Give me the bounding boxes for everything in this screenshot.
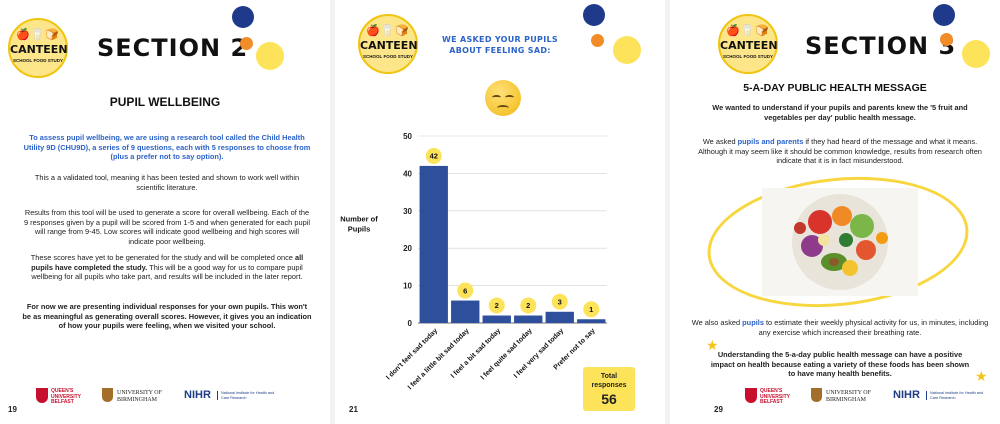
decor-dot-yellow [613,36,641,64]
logo-title: CANTEEN [360,39,418,52]
logo-subtitle: SCHOOL FOOD STUDY [723,54,773,59]
bar [577,319,606,323]
bar [451,300,480,323]
asked-highlight: pupils and parents [737,137,804,146]
y-tick-label: 10 [403,282,412,291]
logo-subtitle: SCHOOL FOOD STUDY [13,58,63,63]
nihr-subtext: National Institute for Health and Care R… [217,391,276,400]
data-label: 2 [495,301,499,310]
food-icons: 🍎🥛🍞 [15,29,61,41]
decor-dot-navy [583,4,605,26]
total-value: 56 [601,391,617,407]
decor-dot-orange [240,37,253,50]
total-label: Total responses [591,373,627,389]
results-paragraph: Results from this tool will be used to g… [24,208,310,246]
feeling-sad-bar-chart: 0 10 20 30 40 50 Number of Pupils 42 I don't feel… [340,132,607,391]
food-icons: 🍎🥛🍞 [725,25,771,37]
canteen-logo: 🍎🥛🍞 CANTEEN SCHOOL FOOD STUDY [718,14,778,74]
data-label-bubble [520,297,537,314]
logo-subtitle: SCHOOL FOOD STUDY [363,54,413,59]
bar [545,311,574,323]
activity-text-c: to estimate their weekly physical activi… [758,318,989,337]
data-label: 6 [463,286,467,295]
activity-paragraph: We also asked pupils to estimate their w… [690,318,990,337]
data-label: 1 [589,305,593,314]
logo-footer: QUEEN'S UNIVERSITY BELFAST UNIVERSITY OF… [745,388,995,408]
data-label-bubble [457,282,474,299]
scores-text-c: This will be a good way for us to compar… [31,262,303,282]
bar [514,315,543,323]
benefits-paragraph: Understanding the 5-a-day public health … [710,350,970,379]
validated-paragraph: This a a validated tool, meaning it has … [34,173,300,192]
data-label: 3 [558,297,562,306]
y-tick-label: 40 [403,169,412,178]
decor-dot-navy [232,6,254,28]
star-icon: ★ [706,337,719,353]
section-title: SECTION 3 [805,32,957,60]
y-tick-label: 20 [403,244,412,253]
nihr-text: NIHR [893,389,920,401]
logo-title: CANTEEN [10,43,68,56]
y-axis-label: Number of Pupils [340,215,378,234]
page-feeling-sad: 🍎🥛🍞 CANTEEN SCHOOL FOOD STUDY WE ASKED Y… [335,0,665,424]
data-label-bubble [425,147,442,164]
asked-text-a: We asked [702,137,738,146]
data-label-bubble [583,301,600,318]
y-tick-label: 30 [403,207,412,216]
page-number: 19 [8,405,17,414]
canteen-logo: 🍎🥛🍞 CANTEEN SCHOOL FOOD STUDY [358,14,418,74]
bar [419,165,448,323]
intro-paragraph: To assess pupil wellbeing, we are using … [23,133,311,162]
section-title: SECTION 2 [97,34,249,62]
qub-text: QUEEN'S UNIVERSITY BELFAST [760,388,790,405]
x-category-label: I don't feel sad today [385,327,439,381]
food-icons: 🍎🥛🍞 [365,25,411,37]
y-tick-label: 50 [403,132,412,141]
data-label-bubble [551,293,568,310]
decor-dot-yellow [256,42,284,70]
page-number: 29 [714,405,723,414]
page-section-2: 🍎🥛🍞 CANTEEN SCHOOL FOOD STUDY SECTION 2 … [0,0,330,424]
page-section-3: 🍎🥛🍞 CANTEEN SCHOOL FOOD STUDY SECTION 3 … [670,0,1000,424]
scores-text-bold: all pupils have completed the study. [31,253,304,272]
data-label: 2 [526,301,530,310]
page-number: 21 [349,405,358,414]
activity-text-a: We also asked [691,318,743,327]
birmingham-text: UNIVERSITY OF BIRMINGHAM [117,390,162,403]
chart-heading: WE ASKED YOUR PUPILS ABOUT FEELING SAD: [442,35,558,55]
total-responses-box: Total responses 56 [583,367,635,411]
nihr-subtext: National Institute for Health and Care R… [926,391,985,400]
activity-highlight: pupils [742,318,764,327]
decor-dot-navy [933,4,955,26]
decor-dot-orange [940,33,953,46]
logo-title: CANTEEN [720,39,778,52]
decor-dot-orange [591,34,604,47]
star-icon: ★ [975,368,988,384]
asked-text-c: if they had heard of the message and wha… [698,137,982,166]
fruit-vegetables-image [762,188,918,296]
scores-paragraph: These scores have yet to be generated fo… [22,253,312,282]
sad-face-emoji-icon [485,80,521,116]
decor-dot-yellow [962,40,990,68]
bar [482,315,511,323]
intro-paragraph: We wanted to understand if your pupils a… [712,103,968,122]
canteen-logo: 🍎🥛🍞 CANTEEN SCHOOL FOOD STUDY [8,18,68,78]
data-label-bubble [488,297,505,314]
scores-text-a: These scores have yet to be generated fo… [30,253,295,262]
asked-paragraph: We asked pupils and parents if they had … [690,137,990,166]
qub-text: QUEEN'S UNIVERSITY BELFAST [51,388,81,405]
page-heading: PUPIL WELLBEING [109,95,221,109]
y-tick-label: 0 [408,319,413,328]
logo-footer: QUEEN'S UNIVERSITY BELFAST UNIVERSITY OF… [36,388,286,408]
fruit-plate-illustration [792,194,888,290]
for-now-paragraph: For now we are presenting individual res… [22,302,312,331]
x-category-label: I feel a little bit sad today [407,327,471,391]
nihr-text: NIHR [184,389,211,401]
birmingham-text: UNIVERSITY OF BIRMINGHAM [826,390,871,403]
page-heading: 5-A-DAY PUBLIC HEALTH MESSAGE [743,82,927,94]
data-label: 42 [430,152,438,161]
